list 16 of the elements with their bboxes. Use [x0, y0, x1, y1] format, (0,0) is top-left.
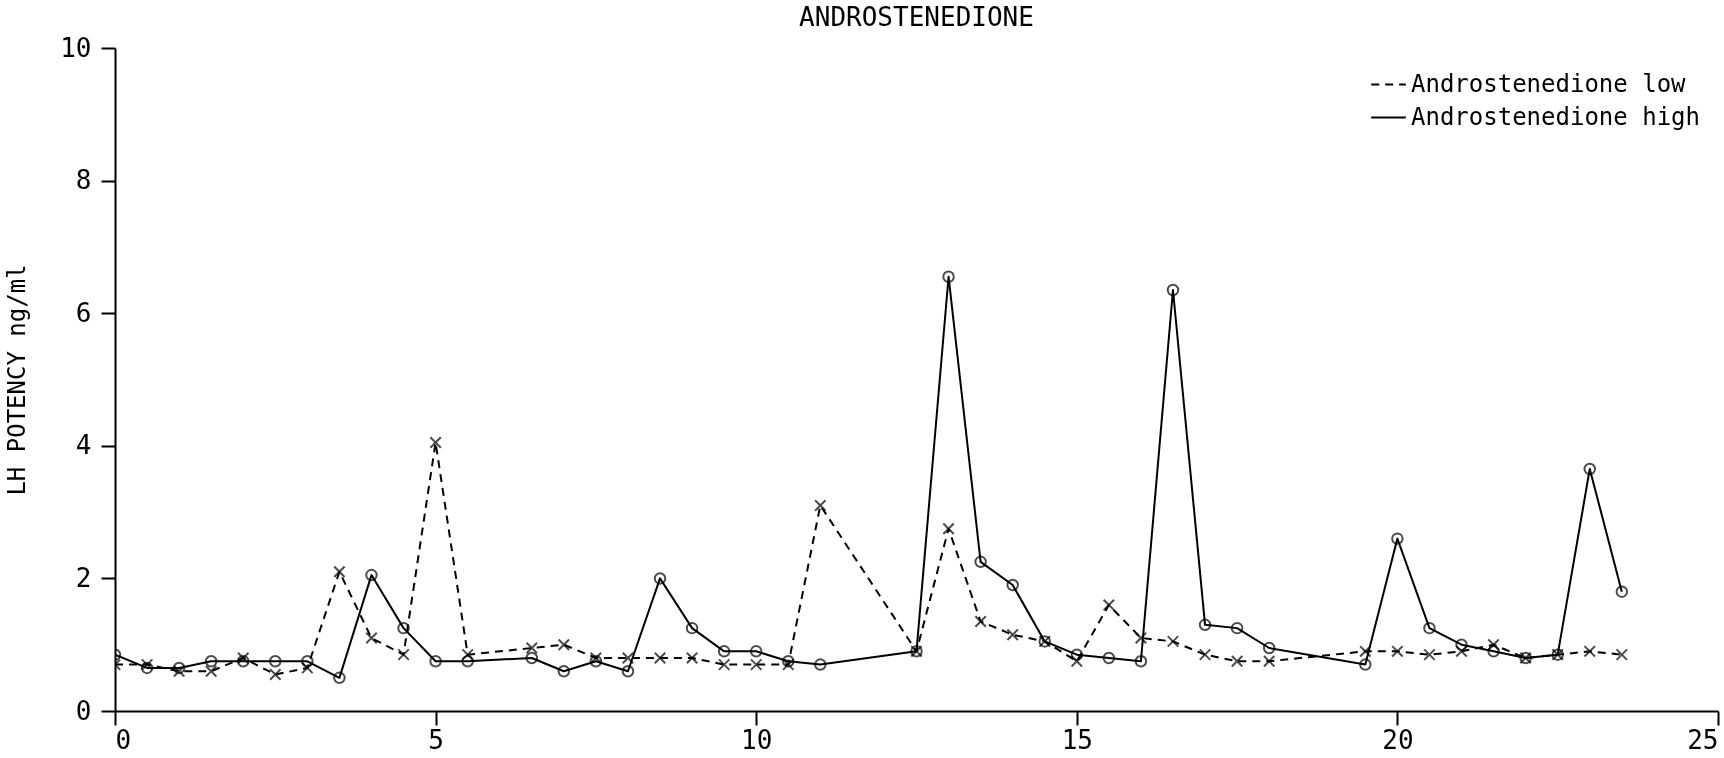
y-tick-label: 8: [75, 165, 92, 196]
x-tick-label: 0: [115, 724, 132, 755]
x-tick-label: 25: [1687, 724, 1719, 755]
y-tick-label: 4: [75, 430, 92, 461]
y-tick-label: 6: [75, 297, 92, 328]
x-tick-label: 15: [1061, 724, 1093, 755]
y-tick-label: 10: [60, 32, 92, 63]
y-tick-label: 2: [75, 562, 92, 593]
x-tick-label: 10: [741, 724, 773, 755]
x-tick-label: 20: [1382, 724, 1414, 755]
legend-label: Androstenedione low: [1411, 69, 1687, 98]
y-tick-label: 0: [75, 695, 92, 726]
legend-label: Androstenedione high: [1411, 102, 1700, 131]
y-axis-title: LH POTENCY ng/ml: [3, 264, 32, 496]
x-tick-label: 5: [428, 724, 444, 755]
chart-title: ANDROSTENEDIONE: [799, 2, 1034, 32]
